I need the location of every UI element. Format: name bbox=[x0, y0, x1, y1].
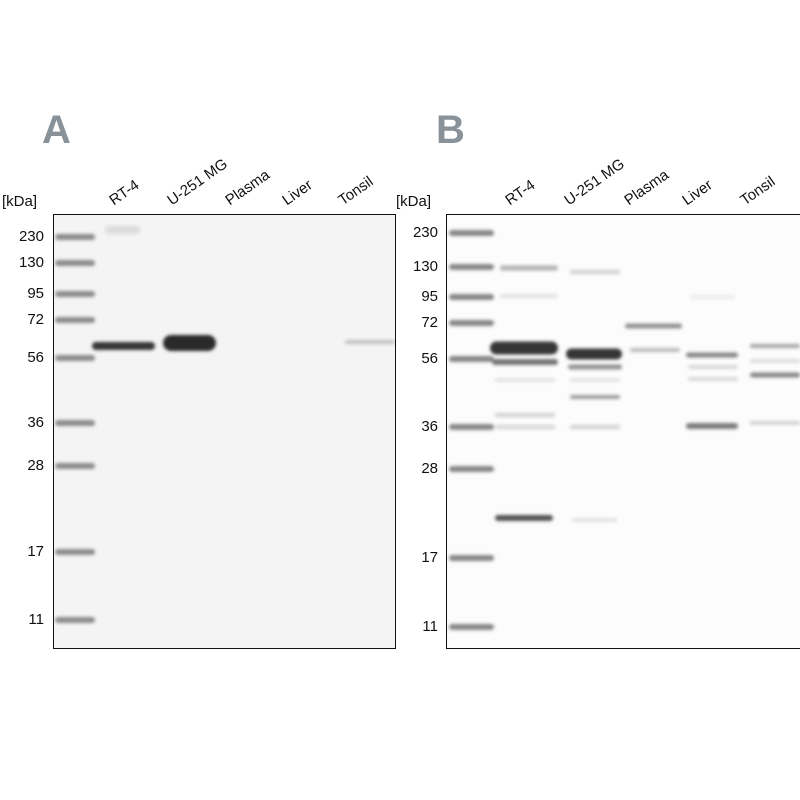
ladder-band bbox=[55, 617, 95, 623]
marker-label: 11 bbox=[28, 611, 44, 628]
marker-label: 17 bbox=[27, 543, 44, 560]
band bbox=[688, 377, 738, 381]
band bbox=[568, 364, 622, 370]
marker-label: 56 bbox=[421, 350, 438, 367]
panel-letter: A bbox=[42, 108, 71, 152]
ladder-band bbox=[55, 317, 95, 323]
band bbox=[688, 365, 738, 369]
band bbox=[105, 226, 140, 234]
marker-label: 28 bbox=[421, 460, 438, 477]
band bbox=[750, 359, 800, 363]
band bbox=[570, 395, 620, 399]
band bbox=[570, 270, 620, 274]
band bbox=[495, 425, 555, 429]
marker-label: 28 bbox=[27, 457, 44, 474]
marker-label: 95 bbox=[421, 288, 438, 305]
marker-label: 56 bbox=[27, 349, 44, 366]
ladder-band bbox=[55, 549, 95, 555]
marker-label: 230 bbox=[18, 228, 44, 245]
band bbox=[570, 378, 620, 382]
band bbox=[163, 335, 216, 351]
ladder-band bbox=[449, 356, 494, 362]
band bbox=[570, 425, 620, 429]
ladder-band bbox=[449, 230, 494, 236]
band bbox=[495, 378, 555, 382]
ladder-band bbox=[55, 355, 95, 361]
marker-label: 36 bbox=[27, 414, 44, 431]
band bbox=[630, 348, 680, 352]
panel-letter: B bbox=[436, 108, 465, 152]
unit-label: [kDa] bbox=[2, 193, 38, 210]
band bbox=[490, 341, 558, 355]
ladder-band bbox=[449, 320, 494, 326]
marker-label: 230 bbox=[412, 224, 438, 241]
band bbox=[495, 515, 553, 521]
ladder-band bbox=[449, 424, 494, 430]
ladder-band bbox=[449, 264, 494, 270]
marker-label: 130 bbox=[412, 258, 438, 275]
marker-label: 36 bbox=[421, 418, 438, 435]
band bbox=[686, 352, 738, 358]
ladder-band bbox=[449, 624, 494, 630]
marker-label: 17 bbox=[421, 549, 438, 566]
band bbox=[345, 340, 395, 344]
band bbox=[500, 265, 558, 271]
band bbox=[686, 423, 738, 429]
ladder-band bbox=[55, 291, 95, 297]
band bbox=[572, 518, 617, 522]
band bbox=[92, 342, 155, 350]
band bbox=[750, 372, 800, 378]
marker-label: 95 bbox=[27, 285, 44, 302]
band bbox=[500, 294, 558, 298]
band bbox=[495, 413, 555, 417]
marker-label: 72 bbox=[27, 311, 44, 328]
band bbox=[690, 295, 735, 299]
band bbox=[625, 323, 682, 329]
band bbox=[750, 344, 800, 348]
membrane-b bbox=[446, 214, 800, 649]
ladder-band bbox=[55, 420, 95, 426]
marker-label: 11 bbox=[422, 618, 438, 635]
ladder-band bbox=[55, 234, 95, 240]
ladder-band bbox=[55, 463, 95, 469]
ladder-band bbox=[55, 260, 95, 266]
band bbox=[566, 348, 622, 360]
band bbox=[750, 421, 800, 425]
ladder-band bbox=[449, 294, 494, 300]
unit-label: [kDa] bbox=[396, 193, 432, 210]
marker-label: 130 bbox=[18, 254, 44, 271]
membrane-a bbox=[53, 214, 396, 649]
ladder-band bbox=[449, 466, 494, 472]
marker-label: 72 bbox=[421, 314, 438, 331]
band bbox=[492, 359, 558, 365]
ladder-band bbox=[449, 555, 494, 561]
